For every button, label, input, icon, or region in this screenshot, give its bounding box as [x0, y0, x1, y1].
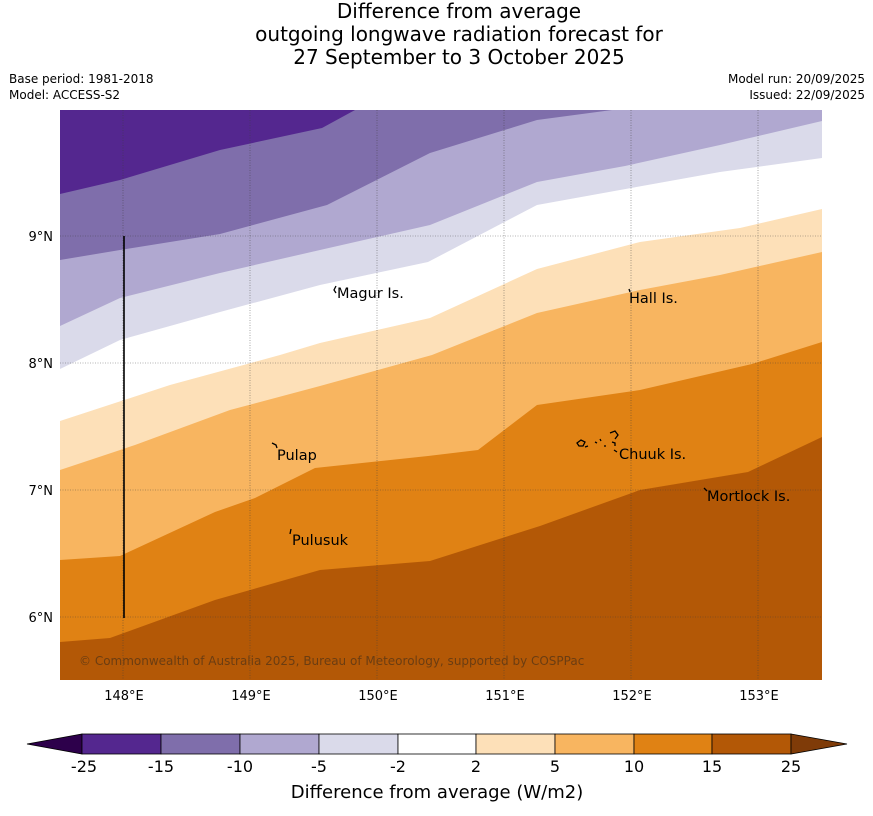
colorbar-segment: [554, 733, 635, 755]
island-chuuk: [576, 430, 619, 453]
map-title: Difference from average outgoing longwav…: [0, 0, 873, 69]
title-line-2: outgoing longwave radiation forecast for: [255, 22, 663, 46]
lat-label: 9°N: [29, 230, 54, 245]
map-area: Magur Is. Hall Is. Pulap Chuuk Is. Mortl…: [60, 110, 822, 680]
colorbar-segment: [711, 733, 792, 755]
model-name: Model: ACCESS-S2: [9, 88, 121, 102]
title-line-3: 27 September to 3 October 2025: [293, 45, 625, 69]
model-info: Base period: 1981-2018 Model: ACCESS-S2: [9, 71, 154, 103]
island-mortlock: [703, 487, 708, 492]
colorbar-label: -2: [390, 757, 406, 776]
island-hall: [628, 288, 631, 293]
model-run: Model run: 20/09/2025: [727, 72, 865, 86]
colorbar-segment: [239, 733, 320, 755]
colorbar-segment: [397, 733, 477, 755]
label-pulap: Pulap: [277, 448, 317, 464]
colorbar-label: 25: [781, 757, 801, 776]
colorbar-segment: [81, 733, 162, 755]
copyright-note: © Commonwealth of Australia 2025, Bureau…: [79, 654, 584, 668]
colorbar-segment: [160, 733, 241, 755]
island-pulap: [271, 442, 278, 449]
lon-label: 151°E: [485, 689, 525, 704]
lon-label: 153°E: [739, 689, 779, 704]
colorbar-segment: [318, 733, 399, 755]
colorbar-label: 10: [624, 757, 644, 776]
colorbar-title: Difference from average (W/m2): [291, 782, 583, 803]
lon-label: 149°E: [231, 689, 271, 704]
latitude-labels: 9°N 8°N 7°N 6°N: [29, 230, 54, 626]
graticule: [60, 110, 822, 680]
label-magur: Magur Is.: [337, 286, 404, 302]
run-info: Model run: 20/09/2025 Issued: 22/09/2025: [728, 71, 865, 103]
label-mortlock: Mortlock Is.: [707, 489, 790, 505]
lon-label: 152°E: [612, 689, 652, 704]
colorbar-segment: [633, 733, 713, 755]
issued-date: Issued: 22/09/2025: [749, 88, 865, 102]
title-line-1: Difference from average: [336, 0, 582, 23]
label-hall: Hall Is.: [629, 291, 678, 307]
lon-label: 148°E: [104, 689, 144, 704]
islands: [271, 285, 708, 535]
longitude-labels: 148°E 149°E 150°E 151°E 152°E 153°E: [104, 689, 779, 704]
island-magur: [333, 285, 337, 294]
colorbar-extend-high: [790, 733, 848, 755]
island-pulusuk: [289, 528, 292, 535]
band-medium-purple: [60, 110, 822, 260]
label-pulusuk: Pulusuk: [292, 533, 349, 549]
colorbar-segment: [475, 733, 556, 755]
band-dark-purple: [60, 110, 355, 194]
base-period: Base period: 1981-2018: [9, 72, 154, 86]
label-chuuk: Chuuk Is.: [619, 447, 686, 463]
colorbar-label: 15: [702, 757, 722, 776]
colorbar-label: -5: [311, 757, 327, 776]
colorbar-label: -10: [227, 757, 253, 776]
colorbar-extend-low: [26, 733, 83, 755]
lon-label: 150°E: [358, 689, 398, 704]
colorbar-label: -25: [71, 757, 97, 776]
colorbar-labels: -25 -15 -10 -5 -2 2 5 10 15 25: [71, 757, 801, 776]
colorbar-label: 2: [471, 757, 481, 776]
colorbar: -25 -15 -10 -5 -2 2 5 10 15 25 Differenc…: [26, 733, 848, 803]
lat-label: 8°N: [29, 357, 54, 372]
colorbar-label: 5: [550, 757, 560, 776]
colorbar-label: -15: [148, 757, 174, 776]
lat-label: 6°N: [29, 611, 54, 626]
lat-label: 7°N: [29, 484, 54, 499]
